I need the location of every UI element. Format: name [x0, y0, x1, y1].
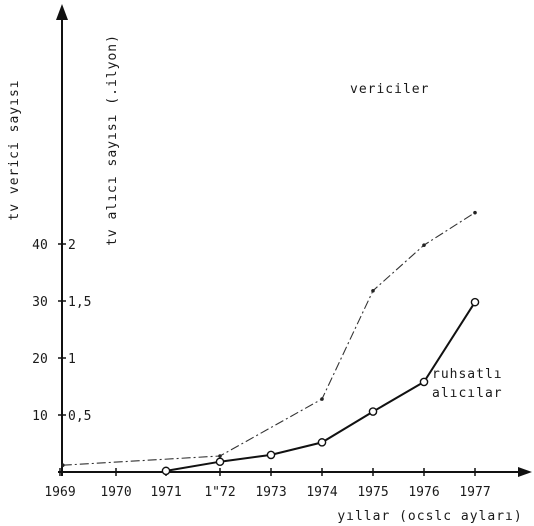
x-tick-label: 1971	[150, 485, 181, 500]
point-vericiler	[371, 288, 375, 293]
point-vericiler	[218, 454, 222, 458]
y-left-tick-label: 30	[32, 295, 48, 310]
series-label-alicilar: ruhsatlı	[432, 367, 503, 382]
x-tick-label: 1977	[459, 485, 490, 500]
x-tick-label: 1969	[44, 485, 75, 500]
x-tick-label: 1974	[306, 485, 337, 500]
x-axis-title: yıllar (ocslc ayları)	[337, 509, 522, 524]
series-line-vericiler	[62, 212, 476, 466]
point-alicilar	[317, 438, 327, 447]
y-axis-arrow	[56, 4, 68, 20]
y-right-tick-label: 1	[68, 352, 76, 367]
point-vericiler	[320, 397, 324, 401]
y-right-tick-label: 0,5	[68, 409, 91, 424]
point-vericiler	[422, 243, 426, 247]
y-axis-title-right: tv alıcı sayısı (.ilyon)	[105, 34, 120, 246]
series-label-alicilar: alıcılar	[432, 386, 503, 401]
y-axis-title-left: tv verici sayısı	[7, 79, 22, 220]
series-label-vericiler: vericiler	[350, 82, 429, 97]
point-alicilar	[266, 450, 276, 460]
point-alicilar	[419, 377, 429, 387]
x-tick-label: 1973	[255, 485, 286, 500]
x-tick-label: 1975	[357, 485, 388, 500]
point-alicilar	[368, 407, 378, 416]
x-tick-label: 1970	[100, 485, 131, 500]
point-alicilar	[215, 457, 225, 467]
x-tick-label: 1"72	[204, 485, 235, 500]
y-right-tick-label: 2	[68, 238, 76, 253]
y-left-tick-label: 40	[32, 238, 48, 253]
point-alicilar	[161, 466, 171, 476]
point-vericiler	[473, 210, 477, 215]
y-left-tick-label: 20	[32, 352, 48, 367]
y-right-tick-label: 1,5	[68, 295, 91, 310]
point-alicilar	[470, 297, 480, 307]
point-vericiler	[61, 463, 65, 467]
y-left-tick-label: 10	[32, 409, 48, 424]
x-axis-arrow	[518, 467, 532, 477]
x-tick-label: 1976	[408, 485, 439, 500]
